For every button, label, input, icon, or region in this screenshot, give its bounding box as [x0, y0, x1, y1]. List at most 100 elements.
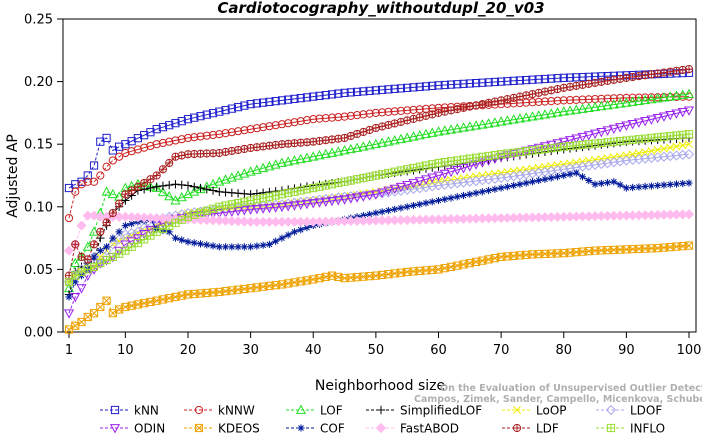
data-point	[633, 95, 644, 106]
data-point	[177, 180, 186, 190]
legend-label: LOF	[320, 404, 343, 418]
data-point	[251, 164, 262, 174]
data-point	[126, 237, 137, 247]
legend-swatch-marker	[110, 405, 120, 415]
data-point	[384, 85, 393, 94]
data-point	[528, 90, 537, 99]
data-point	[420, 175, 432, 185]
data-point	[395, 133, 406, 144]
data-point	[464, 162, 475, 172]
data-point	[165, 180, 174, 190]
data-point	[685, 140, 693, 149]
data-point	[471, 120, 482, 130]
legend-label: kNN	[134, 404, 159, 418]
x-tick-label: 30	[242, 343, 259, 358]
data-point	[208, 186, 218, 195]
data-point	[489, 117, 500, 127]
data-point	[308, 151, 319, 161]
data-point	[303, 224, 311, 232]
data-point	[284, 119, 293, 128]
data-point	[603, 178, 612, 187]
legend-item: LDOF	[596, 404, 662, 418]
data-point	[276, 202, 287, 213]
series-KDEOS	[64, 241, 694, 334]
legend-item: KDEOS	[184, 422, 260, 434]
legend-item: LoOP	[502, 404, 567, 418]
data-point	[253, 242, 261, 250]
data-point	[308, 199, 319, 209]
data-point	[578, 72, 587, 82]
data-point	[321, 114, 330, 123]
data-point	[233, 170, 244, 180]
data-point	[184, 238, 192, 246]
data-point	[70, 293, 81, 303]
data-point	[77, 177, 86, 186]
data-point	[497, 184, 505, 192]
data-point	[120, 229, 131, 240]
watermark-line-2: On the Evaluation of Unsupervised Outlie…	[440, 383, 702, 394]
data-point	[546, 108, 557, 118]
data-point	[302, 93, 312, 102]
series-line	[125, 96, 690, 154]
series-line-early	[68, 194, 126, 276]
data-point	[629, 183, 637, 192]
y-tick-label: 0.20	[24, 75, 53, 90]
data-point	[76, 220, 87, 231]
data-point	[196, 240, 205, 248]
legend-label: LDOF	[630, 404, 662, 418]
data-point	[190, 182, 199, 191]
data-point	[572, 169, 580, 177]
data-point	[315, 91, 324, 100]
legend-swatch-marker	[297, 424, 305, 432]
data-point	[539, 142, 550, 152]
legend-swatch-marker	[375, 422, 387, 434]
data-point	[397, 204, 405, 212]
legend-item: INFLO	[596, 422, 665, 434]
data-point	[396, 106, 406, 115]
data-point	[602, 100, 613, 110]
data-point	[152, 140, 161, 149]
data-point	[152, 125, 161, 134]
data-point	[364, 139, 375, 150]
data-point	[515, 76, 525, 85]
data-point	[183, 133, 193, 143]
data-point	[464, 121, 475, 131]
data-point	[102, 296, 111, 305]
data-point	[622, 93, 631, 102]
data-point	[102, 133, 111, 143]
data-point	[439, 125, 450, 135]
data-point	[83, 177, 92, 186]
data-point	[133, 145, 142, 154]
data-point	[516, 180, 524, 188]
data-point	[434, 196, 443, 205]
data-point	[359, 110, 368, 119]
data-point	[677, 89, 688, 99]
data-point	[89, 161, 99, 170]
data-point	[502, 115, 513, 125]
data-point	[165, 121, 174, 130]
data-point	[327, 90, 337, 99]
data-point	[127, 137, 136, 146]
data-point	[284, 231, 292, 239]
data-point	[359, 87, 368, 96]
data-point	[371, 123, 380, 133]
data-point	[340, 88, 349, 97]
data-point	[152, 182, 161, 191]
data-point	[390, 119, 399, 128]
data-point	[453, 80, 462, 89]
data-point	[88, 210, 100, 221]
data-point	[602, 126, 613, 136]
data-point	[458, 122, 469, 132]
data-point	[509, 148, 518, 157]
data-point	[540, 97, 550, 106]
data-point	[621, 97, 632, 107]
data-point	[641, 71, 650, 80]
data-point	[320, 148, 331, 159]
data-point	[622, 184, 630, 192]
data-point	[326, 147, 338, 157]
data-point	[458, 164, 469, 174]
data-point	[377, 188, 388, 198]
data-point	[83, 265, 92, 274]
data-point	[71, 278, 79, 286]
data-point	[346, 88, 355, 97]
